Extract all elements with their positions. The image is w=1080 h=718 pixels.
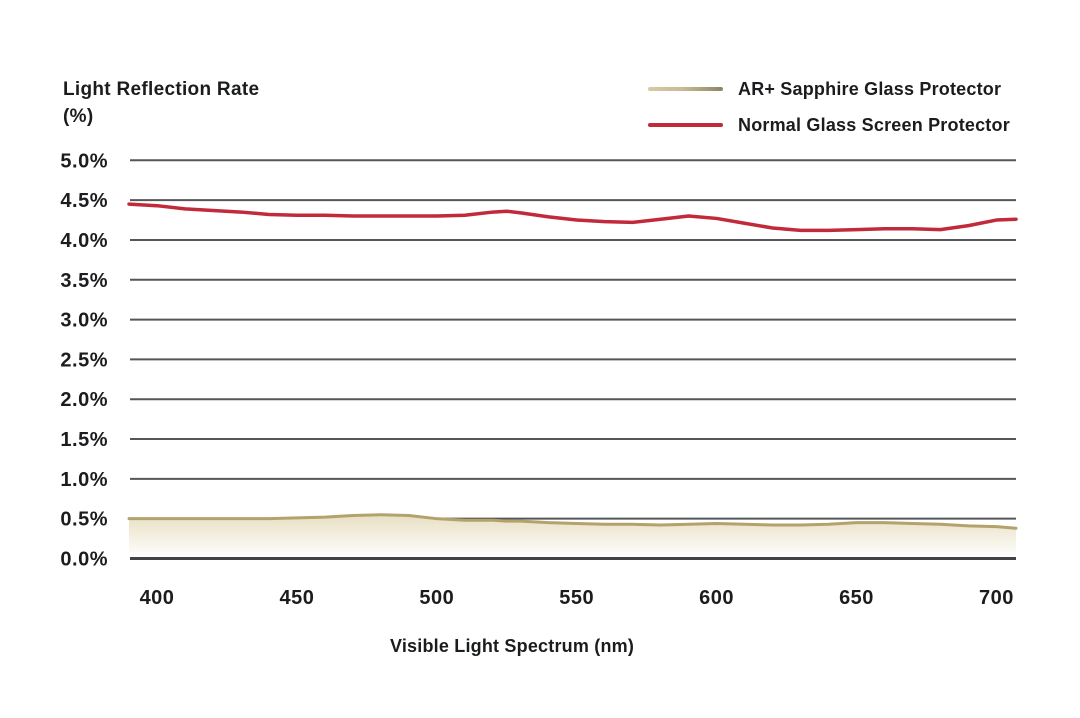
y-tick-label-5.0%: 5.0% xyxy=(60,150,108,172)
x-tick-label-500: 500 xyxy=(419,587,454,609)
y-axis-title-line2: (%) xyxy=(63,106,94,127)
y-tick-label-0.0%: 0.0% xyxy=(60,549,108,571)
y-tick-label-1.0%: 1.0% xyxy=(60,469,108,491)
legend-swatch-normal-line xyxy=(648,123,723,127)
legend-swatch-sapphire-line xyxy=(648,87,723,91)
y-axis-title: Light Reflection Rate (%) xyxy=(63,76,259,130)
x-tick-label-400: 400 xyxy=(140,587,175,609)
legend-item-normal: Normal Glass Screen Protector xyxy=(648,114,1010,136)
x-tick-label-450: 450 xyxy=(279,587,314,609)
y-tick-label-2.0%: 2.0% xyxy=(60,389,108,411)
x-tick-label-650: 650 xyxy=(839,587,874,609)
x-tick-label-600: 600 xyxy=(699,587,734,609)
y-tick-label-4.5%: 4.5% xyxy=(60,190,108,212)
y-tick-label-3.5%: 3.5% xyxy=(60,270,108,292)
y-tick-label-1.5%: 1.5% xyxy=(60,429,108,451)
x-tick-label-550: 550 xyxy=(559,587,594,609)
normal-glass-line xyxy=(127,202,1018,233)
y-tick-label-0.5%: 0.5% xyxy=(60,509,108,531)
legend: AR+ Sapphire Glass Protector Normal Glas… xyxy=(648,78,1010,136)
legend-item-sapphire: AR+ Sapphire Glass Protector xyxy=(648,78,1010,100)
ar-sapphire-line xyxy=(127,513,1018,530)
legend-label-normal: Normal Glass Screen Protector xyxy=(738,114,1010,135)
legend-label-sapphire: AR+ Sapphire Glass Protector xyxy=(738,78,1002,99)
y-tick-label-3.0%: 3.0% xyxy=(60,310,108,332)
x-axis-title: Visible Light Spectrum (nm) xyxy=(389,636,635,656)
y-tick-label-2.5%: 2.5% xyxy=(60,349,108,371)
x-tick-label-700: 700 xyxy=(979,587,1014,609)
y-axis-title-line1: Light Reflection Rate xyxy=(63,79,260,100)
y-tick-label-4.0%: 4.0% xyxy=(60,230,108,252)
